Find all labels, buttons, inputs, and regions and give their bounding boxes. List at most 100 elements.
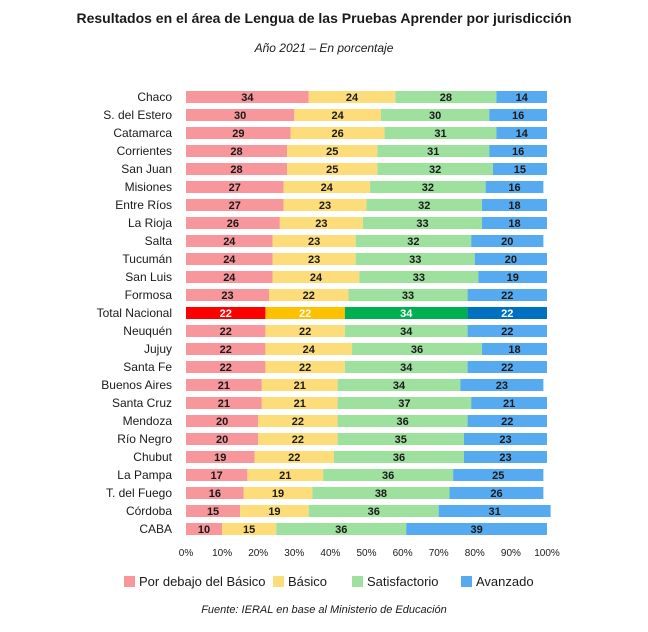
bar-segment bbox=[344, 307, 468, 319]
data-label: 22 bbox=[501, 308, 513, 320]
bar-segment bbox=[186, 127, 291, 139]
bar-segment bbox=[308, 91, 396, 103]
legend-swatch bbox=[352, 576, 363, 587]
data-label: 36 bbox=[382, 470, 394, 482]
data-label: 32 bbox=[407, 236, 419, 248]
bar-segment bbox=[265, 361, 345, 373]
bar-segment bbox=[186, 253, 273, 265]
legend-label: Satisfactorio bbox=[367, 574, 439, 589]
category-label: San Luis bbox=[125, 270, 172, 284]
data-label: 22 bbox=[292, 416, 304, 428]
data-label: 24 bbox=[223, 272, 236, 284]
data-label: 23 bbox=[221, 290, 233, 302]
data-label: 22 bbox=[299, 326, 311, 338]
bar-segment bbox=[186, 181, 284, 193]
data-label: 26 bbox=[227, 218, 239, 230]
data-label: 18 bbox=[508, 218, 520, 230]
bar-segment bbox=[186, 91, 309, 103]
data-label: 15 bbox=[207, 506, 219, 518]
data-label: 33 bbox=[416, 218, 428, 230]
data-label: 16 bbox=[512, 146, 524, 158]
category-label: Río Negro bbox=[117, 432, 172, 446]
data-label: 22 bbox=[501, 326, 513, 338]
bar-segment bbox=[355, 235, 472, 247]
data-label: 19 bbox=[272, 488, 284, 500]
bar-segment bbox=[186, 397, 262, 409]
bar-segment bbox=[186, 307, 266, 319]
legend-swatch bbox=[124, 576, 135, 587]
bar-segment bbox=[362, 217, 483, 229]
bar-segment bbox=[355, 253, 475, 265]
category-label: Santa Fe bbox=[123, 360, 172, 374]
bar-segment bbox=[489, 145, 547, 157]
data-label: 16 bbox=[209, 488, 221, 500]
bar-segment bbox=[186, 325, 266, 337]
bar-segment bbox=[308, 505, 439, 517]
bar-segment bbox=[471, 235, 544, 247]
bar-segment bbox=[279, 217, 363, 229]
bar-segment bbox=[294, 109, 381, 121]
x-tick-label: 50% bbox=[356, 548, 376, 559]
data-label: 25 bbox=[326, 146, 338, 158]
data-label: 21 bbox=[279, 470, 291, 482]
bar-segment bbox=[261, 379, 338, 391]
data-label: 34 bbox=[400, 362, 413, 374]
data-label: 25 bbox=[492, 470, 504, 482]
data-label: 23 bbox=[319, 200, 331, 212]
data-label: 36 bbox=[335, 524, 347, 536]
legend-swatch bbox=[461, 576, 472, 587]
bar-segment bbox=[186, 505, 241, 517]
bar-segment bbox=[463, 451, 547, 463]
x-tick-label: 70% bbox=[429, 548, 449, 559]
bar-segment bbox=[186, 361, 266, 373]
bar-segment bbox=[265, 343, 353, 355]
data-label: 29 bbox=[232, 128, 244, 140]
x-tick-label: 30% bbox=[284, 548, 304, 559]
data-label: 14 bbox=[516, 128, 529, 140]
bar-segment bbox=[240, 505, 309, 517]
bar-segment bbox=[370, 181, 486, 193]
category-label: Total Nacional bbox=[97, 306, 172, 320]
category-label: Córdoba bbox=[126, 504, 172, 518]
data-label: 38 bbox=[375, 488, 387, 500]
legend-swatch bbox=[273, 576, 284, 587]
data-label: 17 bbox=[211, 470, 223, 482]
bar-segment bbox=[247, 469, 324, 481]
bar-segment bbox=[258, 415, 338, 427]
data-label: 28 bbox=[440, 92, 452, 104]
data-label: 20 bbox=[505, 254, 517, 266]
bar-segment bbox=[272, 271, 360, 283]
bar-segment bbox=[186, 415, 259, 427]
bar-segment bbox=[496, 91, 547, 103]
bar-segment bbox=[467, 415, 547, 427]
data-label: 16 bbox=[508, 182, 520, 194]
data-label: 20 bbox=[501, 236, 513, 248]
x-tick-label: 10% bbox=[212, 548, 232, 559]
category-label: Santa Cruz bbox=[112, 396, 172, 410]
category-label: Entre Ríos bbox=[115, 198, 172, 212]
bar-segment bbox=[482, 343, 547, 355]
data-label: 30 bbox=[429, 110, 441, 122]
bar-segment bbox=[312, 487, 450, 499]
data-label: 21 bbox=[294, 398, 306, 410]
bar-segment bbox=[492, 163, 547, 175]
data-label: 23 bbox=[499, 452, 511, 464]
data-label: 19 bbox=[507, 272, 519, 284]
bar-segment bbox=[186, 235, 273, 247]
bar-segment bbox=[272, 253, 356, 265]
category-label: T. del Fuego bbox=[106, 486, 172, 500]
data-label: 31 bbox=[489, 506, 501, 518]
bar-segment bbox=[287, 163, 378, 175]
category-label: Tucumán bbox=[122, 252, 172, 266]
bar-segment bbox=[186, 451, 255, 463]
x-tick-label: 20% bbox=[248, 548, 268, 559]
data-label: 21 bbox=[218, 380, 230, 392]
x-tick-label: 60% bbox=[393, 548, 413, 559]
data-label: 23 bbox=[308, 254, 320, 266]
data-label: 36 bbox=[368, 506, 380, 518]
data-label: 18 bbox=[508, 200, 520, 212]
data-label: 10 bbox=[198, 524, 210, 536]
data-label: 27 bbox=[229, 200, 241, 212]
chart-title: Resultados en el área de Lengua de las P… bbox=[76, 10, 572, 26]
data-label: 20 bbox=[216, 416, 228, 428]
